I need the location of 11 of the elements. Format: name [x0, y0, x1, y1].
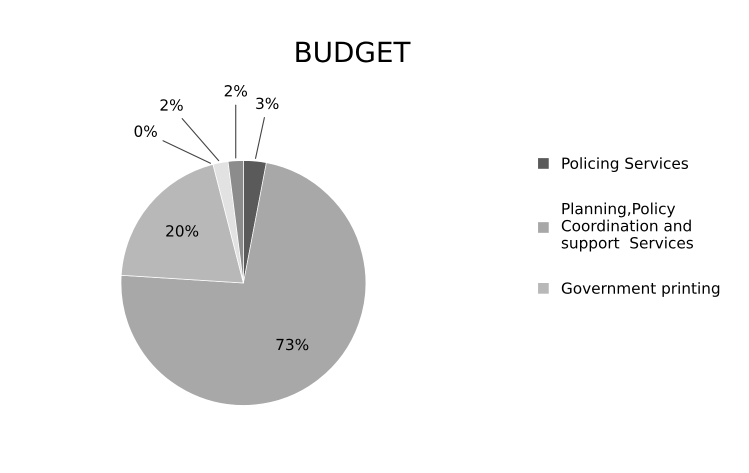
data-label: 20%: [166, 225, 198, 237]
legend-label: Planning,Policy Coordination and support Services: [562, 202, 694, 252]
data-label: 2%: [224, 85, 248, 97]
legend-label: Policing Services: [562, 157, 688, 172]
data-label: 2%: [160, 99, 183, 111]
chart-title: BUDGET: [296, 41, 411, 62]
data-label: 73%: [276, 338, 308, 350]
legend-label: Government printing: [562, 282, 720, 297]
pie-slice: [120, 162, 366, 406]
data-label: 3%: [256, 98, 278, 110]
text: 0%: [134, 125, 157, 137]
